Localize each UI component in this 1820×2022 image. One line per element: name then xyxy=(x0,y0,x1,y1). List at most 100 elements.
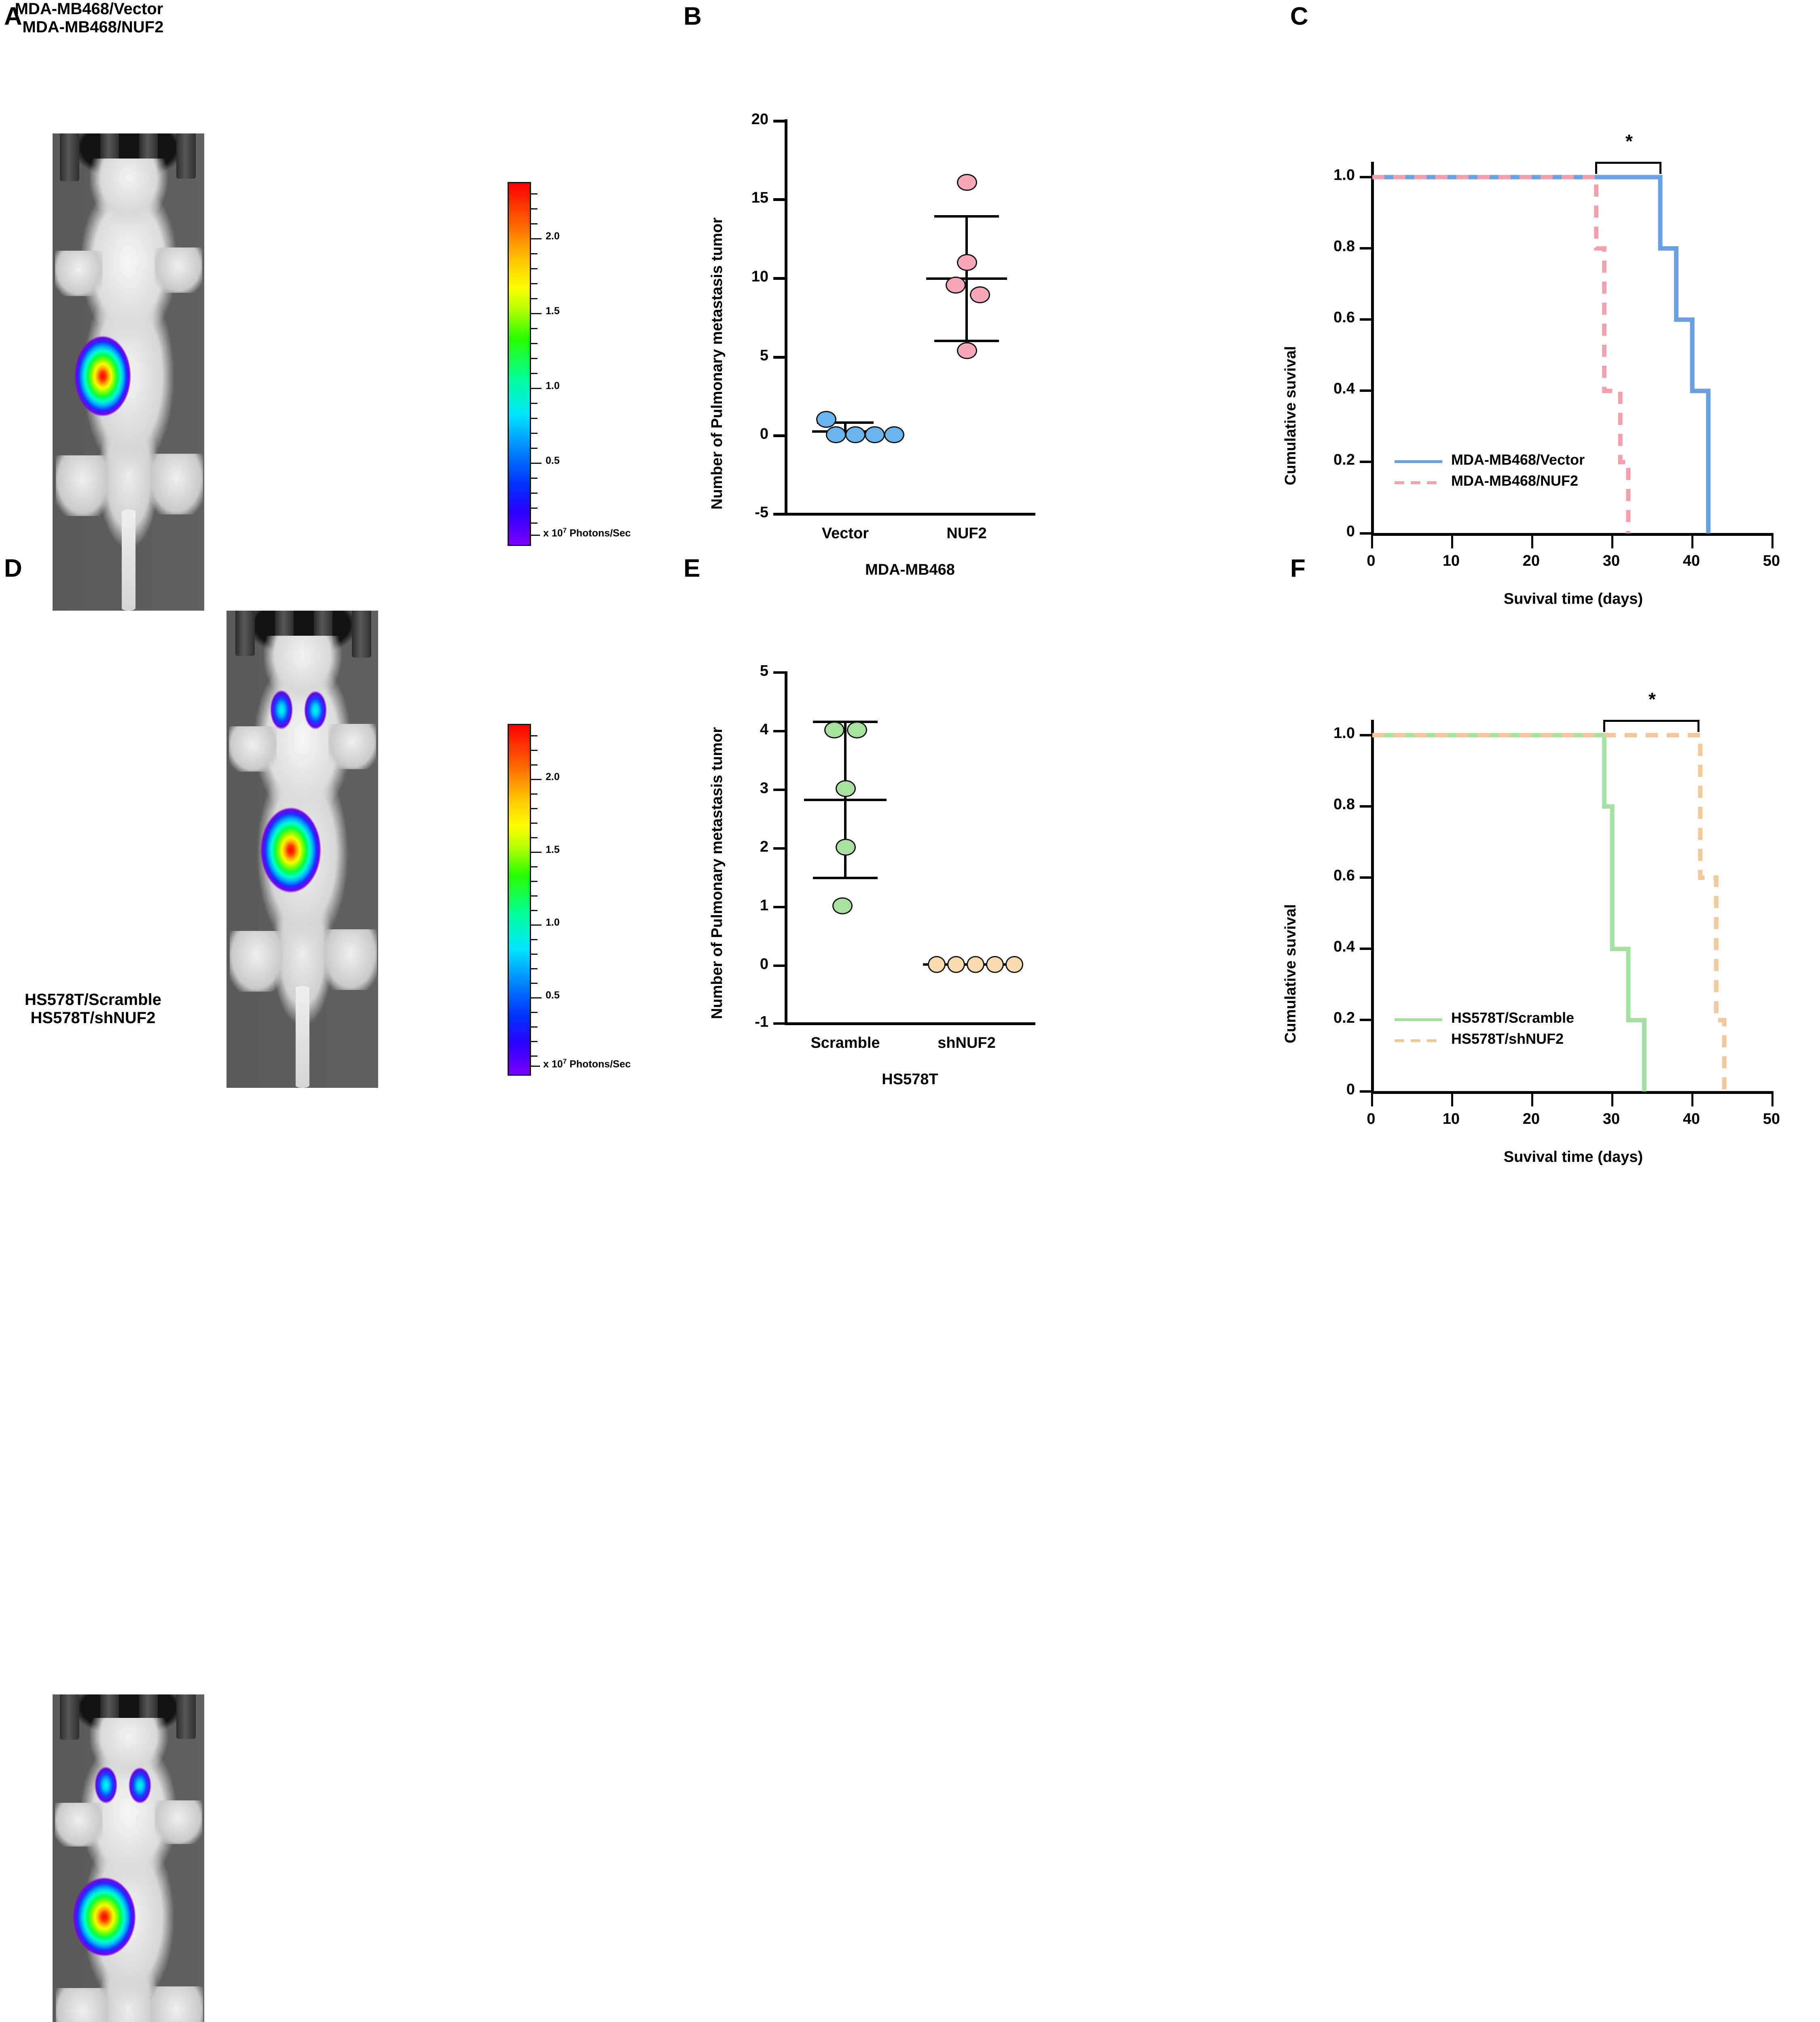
colorbar-panel-d: 2.0 1.5 1.0 0.5 x 107 Photons/Sec xyxy=(508,724,661,1104)
y-tick-label-10: 10 xyxy=(751,268,768,285)
colorbar-tick xyxy=(531,939,538,940)
y-tick-label-5: 5 xyxy=(760,662,768,679)
mouse-forelimb-right xyxy=(154,247,202,293)
bioluminescence-image-mda-vector xyxy=(53,133,204,611)
mouse-forelimb-left xyxy=(229,726,277,772)
colorbar-gradient xyxy=(508,724,531,1076)
data-point xyxy=(957,174,977,191)
colorbar-label-1-0: 1.0 xyxy=(546,380,560,391)
y-tick-label-minus1: -1 xyxy=(755,1013,768,1030)
luminescence-lung-metastasis-right xyxy=(129,1767,151,1804)
survival-curves-c xyxy=(1372,175,1711,533)
x-tick-label-20: 20 xyxy=(1522,552,1540,569)
colorbar-tick xyxy=(531,895,538,897)
y-tick xyxy=(1360,532,1372,535)
data-point xyxy=(1005,956,1023,973)
x-tick-label-10: 10 xyxy=(1442,552,1460,569)
panel-f-plot: 1.0 0.8 0.6 0.4 0.2 0 Cumulative suvival… xyxy=(1282,679,1812,1165)
bracket-leg-right xyxy=(1659,162,1661,174)
colorbar-tick xyxy=(531,508,538,509)
significance-bracket xyxy=(1595,150,1661,175)
colorbar-unit-exponent: 7 xyxy=(563,1058,567,1065)
colorbar-tick xyxy=(531,1055,538,1057)
x-axis-label: HS578T xyxy=(882,1071,938,1088)
data-point xyxy=(865,426,885,443)
colorbar-tick xyxy=(531,493,538,494)
y-tick-label-5: 5 xyxy=(760,347,768,364)
y-tick xyxy=(1360,176,1372,178)
x-category-label-scramble: Scramble xyxy=(811,1034,880,1051)
panel-a-image-title-vector: MDA-MB468/Vector xyxy=(15,0,163,18)
y-tick-label-0-4: 0.4 xyxy=(1333,938,1355,955)
luminescence-lung-metastasis-left xyxy=(270,690,293,730)
mouse-forelimb-left xyxy=(55,1803,103,1846)
x-category-label-vector: Vector xyxy=(821,525,869,542)
y-axis-label: Number of Pulmonary metastasis tumor xyxy=(709,727,726,1019)
panel-d-image-title-scramble: HS578T/Scramble xyxy=(25,991,161,1009)
y-tick xyxy=(1360,461,1372,463)
colorbar-tick-major xyxy=(531,924,542,926)
colorbar-tick xyxy=(531,253,538,254)
x-tick xyxy=(1531,1093,1533,1106)
colorbar-tick xyxy=(531,208,538,209)
data-point xyxy=(967,956,984,973)
colorbar-tick xyxy=(531,837,538,838)
x-tick xyxy=(1691,1093,1693,1106)
panel-e: E xyxy=(684,556,700,581)
y-tick xyxy=(1360,1019,1372,1021)
x-tick xyxy=(1451,535,1453,548)
colorbar-tick-major xyxy=(531,313,542,314)
mouse-hindlimb-left xyxy=(56,1988,109,2022)
y-tick xyxy=(773,513,785,516)
data-point xyxy=(836,780,856,797)
x-tick xyxy=(1771,535,1773,548)
colorbar-tick xyxy=(531,522,538,524)
error-bar-vector xyxy=(844,421,847,434)
y-axis-line xyxy=(785,119,787,516)
y-tick-label-0-6: 0.6 xyxy=(1333,309,1355,326)
y-tick xyxy=(773,964,785,967)
panel-b-letter: B xyxy=(684,2,702,30)
x-tick-label-40: 40 xyxy=(1682,1110,1700,1127)
mouse-hindlimb-right xyxy=(324,929,377,990)
bracket-leg-right xyxy=(1697,720,1699,732)
data-point xyxy=(824,721,844,738)
colorbar-tick xyxy=(531,735,538,736)
y-tick-label-0-4: 0.4 xyxy=(1333,380,1355,397)
significance-star: * xyxy=(1625,131,1633,152)
colorbar-label-1-5: 1.5 xyxy=(546,305,560,317)
colorbar-unit-suffix: Photons/Sec xyxy=(567,1058,631,1070)
bracket-leg-left xyxy=(1603,720,1605,732)
y-tick xyxy=(1360,734,1372,736)
colorbar-tick xyxy=(531,418,538,419)
y-tick xyxy=(773,906,785,908)
x-axis-line xyxy=(785,1022,1035,1025)
y-tick xyxy=(773,120,785,123)
colorbar-tick-major xyxy=(531,463,542,464)
colorbar-tick xyxy=(531,881,538,882)
mouse-hindlimb-left xyxy=(56,455,109,516)
colorbar-tick xyxy=(531,328,538,329)
y-tick xyxy=(1360,1090,1372,1093)
y-tick-label-15: 15 xyxy=(751,189,768,206)
error-cap-lower-nuf2 xyxy=(934,340,999,342)
colorbar-tick xyxy=(531,1041,538,1042)
y-tick-label-0-6: 0.6 xyxy=(1333,867,1355,884)
data-point xyxy=(832,897,853,914)
colorbar-unit-prefix: x 10 xyxy=(543,527,563,539)
x-tick-label-50: 50 xyxy=(1763,1110,1780,1127)
luminescence-primary-tumor xyxy=(73,1877,136,1956)
panel-b-plot: 20 15 10 5 0 -5 Number of Pulmonary meta… xyxy=(684,105,1048,578)
y-tick xyxy=(773,434,785,437)
x-tick xyxy=(1691,535,1693,548)
x-tick-label-10: 10 xyxy=(1442,1110,1460,1127)
colorbar-tick xyxy=(531,954,538,955)
colorbar-gradient xyxy=(508,182,531,546)
panel-d: D xyxy=(4,556,22,581)
y-tick xyxy=(1360,805,1372,808)
panel-a-image-title-nuf2: MDA-MB468/NUF2 xyxy=(22,18,164,36)
y-axis-line xyxy=(785,671,787,1025)
data-point xyxy=(947,956,965,973)
panel-d-image-title-shnuf2: HS578T/shNUF2 xyxy=(30,1009,156,1027)
panel-f: F xyxy=(1290,556,1306,581)
